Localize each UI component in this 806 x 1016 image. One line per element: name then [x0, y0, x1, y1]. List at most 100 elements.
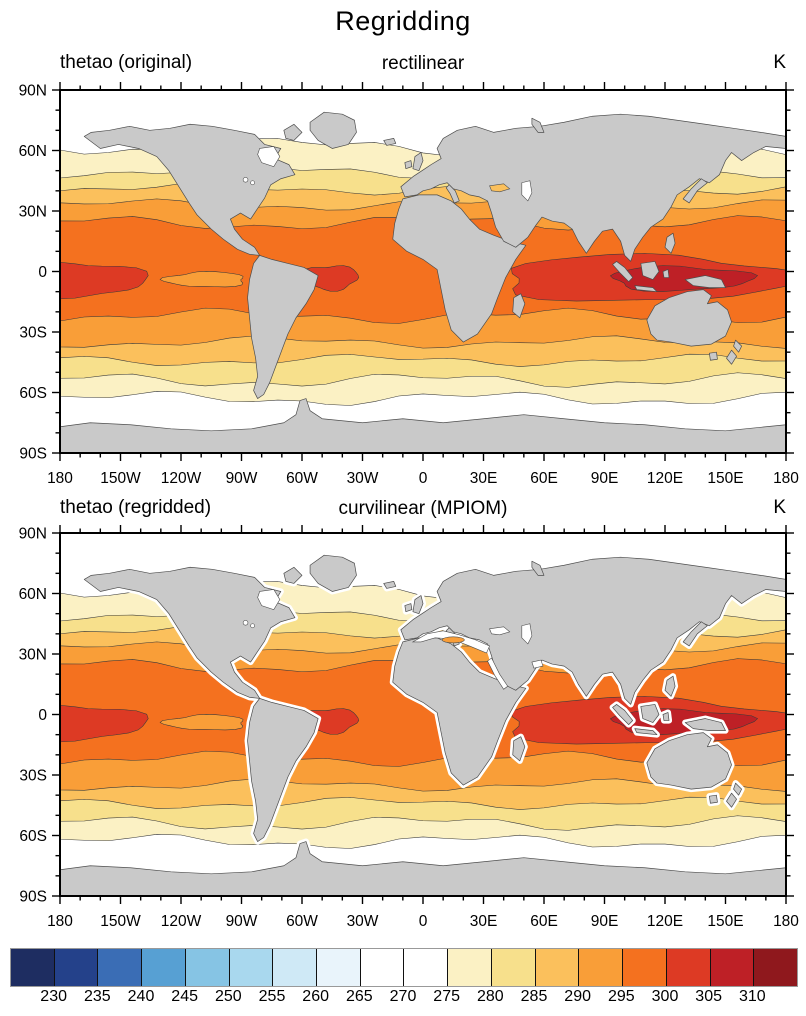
lon-tick-label: 150W [100, 470, 141, 485]
land-mass [664, 675, 676, 697]
lat-tick-label: 60S [19, 828, 47, 845]
colorbar-cell [623, 949, 667, 986]
sea-med [411, 630, 490, 654]
land-mass [531, 560, 545, 576]
lat-tick-label: 60N [19, 586, 47, 603]
lon-tick-label: 60E [530, 913, 558, 928]
land-mass [662, 269, 670, 278]
colorbar-cell [710, 949, 755, 986]
colorbar-tick-label: 275 [433, 988, 460, 1005]
land-mass [662, 712, 670, 721]
lat-tick-label: 90N [19, 526, 47, 543]
colorbar-cell [404, 949, 449, 986]
colorbar-tick-label: 270 [389, 988, 417, 1005]
colorbar-labels: 230 235 240 245 250 255 260 265 270 275 280 285 290 2… [0, 988, 806, 1008]
land-mass [383, 138, 397, 146]
lon-tick-label: 180 [47, 470, 73, 485]
map-plot-area [60, 90, 786, 453]
colorbar [10, 948, 798, 987]
colorbar-tick-label: 260 [302, 988, 329, 1005]
lon-tick-label: 30E [470, 470, 498, 485]
colorbar-tick-label: 310 [738, 988, 766, 1005]
lon-tick-label: 150E [707, 470, 743, 485]
land-mass [512, 736, 526, 762]
land-mass [709, 794, 718, 804]
land-mass [400, 113, 786, 262]
colorbar-tick-label: 290 [564, 988, 591, 1005]
lon-tick-label: 180 [773, 913, 799, 928]
lat-tick-label: 90S [19, 889, 47, 906]
land-mass [283, 566, 303, 584]
lon-tick-label: 150E [707, 913, 743, 928]
lon-tick-label: 120W [161, 913, 202, 928]
colorbar-cell [360, 949, 405, 986]
land-mass [733, 339, 742, 353]
lon-tick-label: 120E [647, 470, 683, 485]
colorbar-cell [185, 949, 230, 986]
warm-pool-band [60, 704, 149, 743]
land-mass [726, 349, 737, 365]
panel-left-title: thetao (regridded) [60, 497, 212, 518]
colorbar-cell [273, 949, 318, 986]
colorbar-tick-label: 295 [607, 988, 635, 1005]
sea-caspian [521, 180, 533, 202]
great-lake [250, 180, 255, 186]
land-mass [640, 704, 660, 723]
colorbar-cell [491, 949, 536, 986]
lat-tick-label: 90N [19, 83, 47, 100]
great-lake [250, 623, 255, 629]
land-mass [83, 566, 296, 699]
lat-tick-label: 30S [19, 325, 47, 342]
sea-med-fragment [441, 636, 465, 644]
sea-caspian [521, 623, 533, 645]
land-mass [640, 261, 660, 280]
land-mass [445, 184, 460, 204]
colorbar-cell [98, 949, 143, 986]
colorbar-tick-label: 285 [520, 988, 548, 1005]
land-mass [60, 398, 786, 453]
panel-units-label: K [773, 497, 786, 518]
land-mass [83, 123, 296, 256]
land-mass [646, 289, 732, 347]
figure-title: Regridding [335, 6, 471, 36]
panel-left-title: thetao (original) [60, 52, 193, 73]
equatorial-cold-tongue [159, 714, 244, 731]
axis-labels: 180 150W 120W 90W 60W 30W 0 30E 60E 90E 120E 150E 18… [19, 83, 800, 486]
land-mass [531, 117, 545, 133]
colorbar-cell [317, 949, 361, 986]
land-mass [412, 152, 424, 172]
land-mass [634, 728, 658, 736]
lon-tick-label: 60W [286, 913, 318, 928]
map-regridded: 180 150W 120W 90W 60W 30W 0 30E 60E 90E 120E 150E 18… [19, 525, 799, 928]
lon-tick-label: 150W [100, 913, 141, 928]
lat-tick-label: 0 [38, 264, 47, 281]
lon-tick-label: 90W [226, 470, 258, 485]
land-mass [247, 255, 319, 399]
land-mass [392, 194, 527, 343]
lat-tick-label: 90S [19, 446, 47, 463]
colorbar-tick-label: 280 [476, 988, 504, 1005]
lat-tick-label: 30S [19, 768, 47, 785]
colorbar-tick-label: 300 [651, 988, 679, 1005]
colorbar-tick-label: 305 [695, 988, 722, 1005]
colorbar-cell [754, 949, 797, 986]
land-mass [664, 232, 676, 254]
land-mass [412, 595, 424, 615]
land-mass [309, 111, 357, 149]
lon-tick-label: 90E [591, 913, 619, 928]
lon-tick-label: 0 [419, 913, 428, 928]
colorbar-tick-label: 235 [83, 988, 111, 1005]
panel-units-label: K [773, 52, 786, 73]
lon-tick-label: 30W [347, 470, 379, 485]
land-mass [612, 704, 634, 725]
lon-tick-label: 90W [226, 913, 258, 928]
colorbar-cell [579, 949, 624, 986]
land-mass [726, 792, 737, 808]
sea-black [489, 183, 511, 193]
land-mass [682, 178, 708, 204]
warm-pool-band [60, 261, 149, 300]
axis-ticks [52, 82, 794, 461]
lat-tick-label: 60N [19, 143, 47, 160]
sea-hudson [257, 589, 281, 610]
land-mass [60, 841, 786, 896]
